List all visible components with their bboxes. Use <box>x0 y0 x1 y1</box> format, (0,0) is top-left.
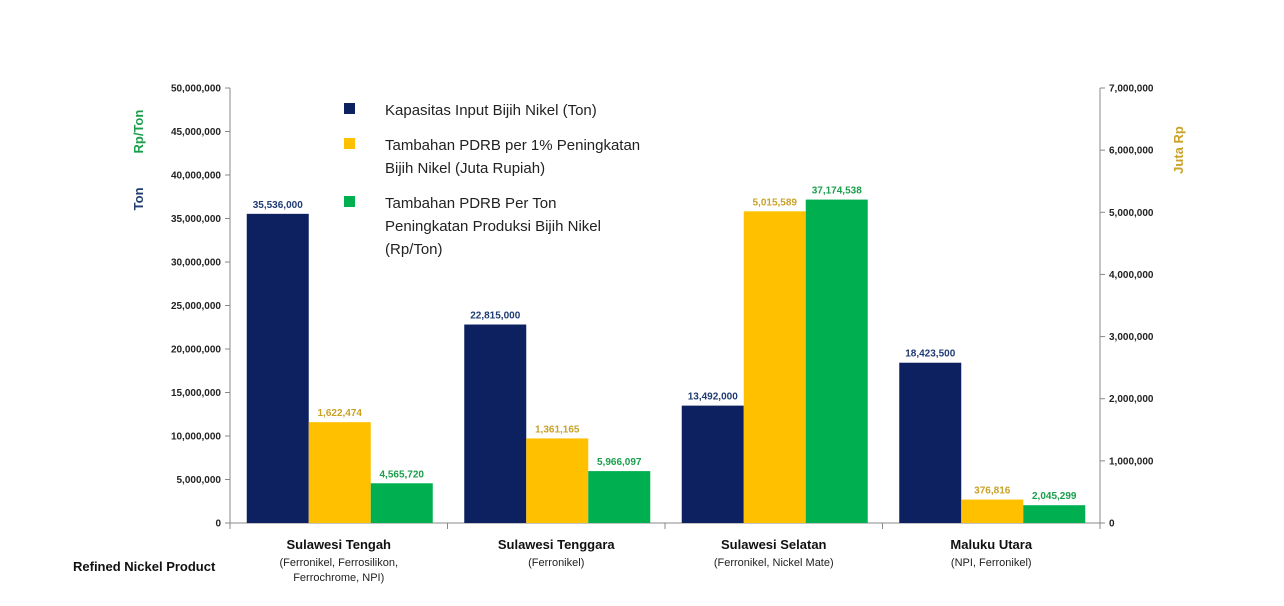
left-axis-title-part: Rp/Ton <box>131 110 146 154</box>
data-label: 4,565,720 <box>380 469 425 480</box>
category-sublabel: (Ferronikel) <box>528 557 584 569</box>
category-label: Sulawesi Selatan <box>721 537 827 552</box>
legend-entry: Peningkatan Produksi Bijih Nikel <box>385 218 601 235</box>
data-label: 22,815,000 <box>470 311 520 322</box>
legend-entry: Bijih Nikel (Juta Rupiah) <box>385 160 545 177</box>
right-tick-label: 2,000,000 <box>1109 394 1154 405</box>
category-sublabel: Ferrochrome, NPI) <box>293 572 384 584</box>
bar <box>464 324 527 523</box>
category-sublabel: (Ferronikel, Ferrosilikon, <box>279 557 398 569</box>
left-tick-label: 10,000,000 <box>171 432 221 443</box>
bar <box>961 499 1024 523</box>
legend-entry: Tambahan PDRB per 1% Peningkatan <box>385 137 640 154</box>
bar <box>308 422 371 523</box>
bar <box>899 362 962 523</box>
left-tick-label: 5,000,000 <box>177 475 222 486</box>
bar <box>588 471 651 523</box>
left-tick-label: 0 <box>215 519 221 530</box>
legend-entry: Tambahan PDRB Per Ton <box>385 195 556 212</box>
bar <box>246 213 309 524</box>
data-label: 5,966,097 <box>597 457 642 468</box>
data-label: 18,423,500 <box>905 349 955 360</box>
legend-entry: (Rp/Ton) <box>385 241 443 258</box>
left-tick-label: 30,000,000 <box>171 258 221 269</box>
left-tick-label: 15,000,000 <box>171 388 221 399</box>
right-tick-label: 5,000,000 <box>1109 208 1154 219</box>
left-tick-label: 25,000,000 <box>171 301 221 312</box>
data-label: 1,622,474 <box>318 408 363 419</box>
right-tick-label: 6,000,000 <box>1109 146 1154 157</box>
data-label: 376,816 <box>974 486 1011 497</box>
right-tick-label: 1,000,000 <box>1109 456 1154 467</box>
category-sublabel: (NPI, Ferronikel) <box>951 557 1032 569</box>
data-label: 2,045,299 <box>1032 491 1077 502</box>
bar <box>370 483 433 523</box>
left-tick-label: 50,000,000 <box>171 84 221 95</box>
right-tick-label: 3,000,000 <box>1109 332 1154 343</box>
right-tick-label: 0 <box>1109 519 1115 530</box>
bar <box>805 199 868 523</box>
legend-entry: Kapasitas Input Bijih Nikel (Ton) <box>385 102 597 119</box>
left-tick-label: 45,000,000 <box>171 127 221 138</box>
left-tick-label: 20,000,000 <box>171 345 221 356</box>
right-axis-title: Juta Rp <box>1171 126 1186 174</box>
bar <box>681 405 744 523</box>
refined-nickel-product-label: Refined Nickel Product <box>73 559 216 574</box>
left-axis-title: Ton Rp/Ton <box>131 110 146 211</box>
legend-swatch <box>344 196 355 207</box>
bar <box>526 438 589 523</box>
right-tick-label: 7,000,000 <box>1109 84 1154 95</box>
data-label: 37,174,538 <box>812 186 862 197</box>
legend-swatch <box>344 138 355 149</box>
data-label: 35,536,000 <box>253 200 303 211</box>
data-label: 5,015,589 <box>753 197 798 208</box>
data-label: 13,492,000 <box>688 392 738 403</box>
legend-swatch <box>344 103 355 114</box>
category-label: Maluku Utara <box>950 537 1032 552</box>
right-tick-label: 4,000,000 <box>1109 270 1154 281</box>
left-axis-title-part: Ton <box>131 187 146 210</box>
data-label: 1,361,165 <box>535 424 580 435</box>
left-tick-label: 40,000,000 <box>171 171 221 182</box>
category-label: Sulawesi Tenggara <box>498 537 616 552</box>
category-sublabel: (Ferronikel, Nickel Mate) <box>714 557 834 569</box>
bar <box>1023 505 1086 523</box>
category-label: Sulawesi Tengah <box>286 537 391 552</box>
bar <box>743 211 806 524</box>
left-tick-label: 35,000,000 <box>171 214 221 225</box>
